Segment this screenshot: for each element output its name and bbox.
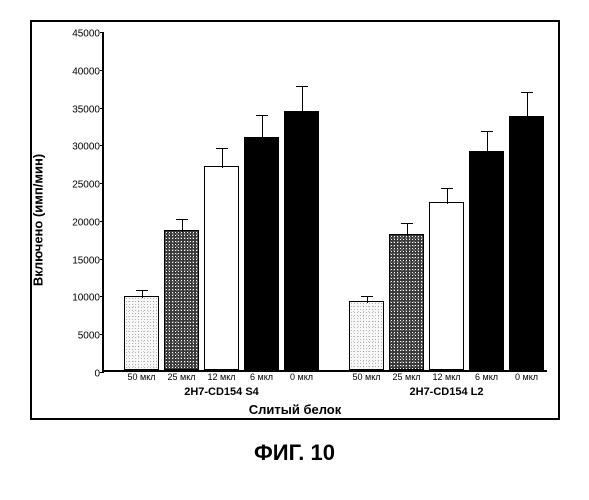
y-tick-label: 35000	[72, 104, 104, 115]
bar	[244, 137, 279, 370]
x-axis-label: Слитый белок	[249, 402, 342, 417]
x-tick-label: 6 мкл	[250, 370, 273, 382]
bar	[429, 202, 464, 370]
x-tick-label: 6 мкл	[475, 370, 498, 382]
x-tick-label: 0 мкл	[515, 370, 538, 382]
plot-area: 0500010000150002000025000300003500040000…	[102, 32, 547, 372]
y-tick-mark	[100, 108, 104, 109]
error-bar	[302, 86, 303, 113]
y-axis-label: Включено (имп/мин)	[31, 154, 46, 286]
y-tick-label: 45000	[72, 29, 104, 40]
y-tick-mark	[100, 145, 104, 146]
y-tick-label: 20000	[72, 217, 104, 228]
y-tick-mark	[100, 334, 104, 335]
error-cap	[136, 290, 148, 291]
bar	[469, 151, 504, 370]
error-cap	[481, 131, 493, 132]
y-tick-mark	[100, 221, 104, 222]
y-tick-label: 10000	[72, 293, 104, 304]
x-tick-label: 25 мкл	[393, 370, 421, 382]
error-cap	[176, 219, 188, 220]
error-bar	[222, 148, 223, 168]
error-bar	[142, 290, 143, 298]
bar	[349, 301, 384, 370]
bar	[164, 230, 199, 370]
x-tick-label: 50 мкл	[128, 370, 156, 382]
y-tick-mark	[100, 259, 104, 260]
bar	[204, 166, 239, 370]
y-tick-mark	[100, 183, 104, 184]
error-bar	[182, 219, 183, 233]
x-tick-label: 50 мкл	[353, 370, 381, 382]
error-cap	[441, 188, 453, 189]
error-bar	[447, 188, 448, 205]
error-cap	[361, 296, 373, 297]
y-tick-mark	[100, 372, 104, 373]
error-bar	[527, 92, 528, 118]
y-tick-mark	[100, 296, 104, 297]
y-tick-mark	[100, 32, 104, 33]
x-tick-label: 12 мкл	[208, 370, 236, 382]
error-bar	[262, 115, 263, 139]
error-bar	[367, 296, 368, 303]
error-bar	[487, 131, 488, 153]
y-tick-label: 15000	[72, 255, 104, 266]
error-bar	[407, 223, 408, 236]
x-tick-label: 12 мкл	[433, 370, 461, 382]
chart-frame: Включено (имп/мин) 050001000015000200002…	[30, 20, 560, 420]
bar	[389, 234, 424, 370]
y-tick-label: 5000	[78, 331, 104, 342]
error-cap	[521, 92, 533, 93]
y-tick-label: 25000	[72, 180, 104, 191]
bar	[509, 116, 544, 370]
error-cap	[401, 223, 413, 224]
y-tick-label: 0	[94, 369, 104, 380]
error-cap	[296, 86, 308, 87]
error-cap	[256, 115, 268, 116]
y-tick-mark	[100, 70, 104, 71]
x-tick-label: 25 мкл	[168, 370, 196, 382]
figure-caption: ФИГ. 10	[254, 440, 335, 466]
y-tick-label: 40000	[72, 66, 104, 77]
group-label: 2H7-CD154 S4	[184, 386, 259, 398]
bar	[284, 111, 319, 370]
y-tick-label: 30000	[72, 142, 104, 153]
x-tick-label: 0 мкл	[290, 370, 313, 382]
error-cap	[216, 148, 228, 149]
bar	[124, 296, 159, 370]
group-label: 2H7-CD154 L2	[410, 386, 484, 398]
